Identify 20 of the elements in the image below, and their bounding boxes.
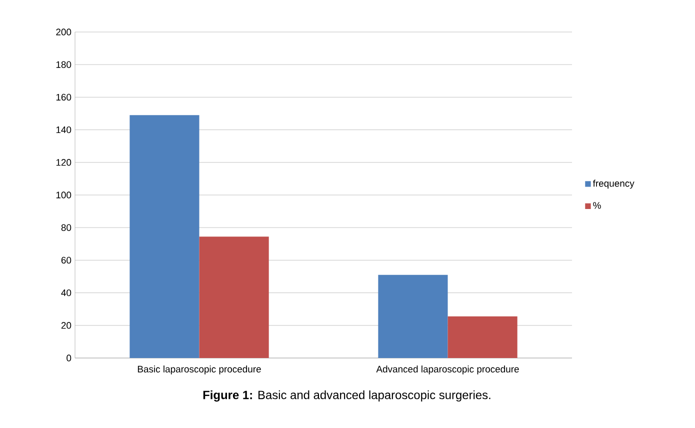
y-tick-label: 200 bbox=[56, 28, 72, 36]
legend-label: % bbox=[593, 202, 601, 209]
y-tick-label: 120 bbox=[56, 159, 72, 166]
x-tick-label: Basic laparoscopic procedure bbox=[138, 366, 261, 374]
y-tick-label: 180 bbox=[56, 61, 72, 68]
y-tick-label: 40 bbox=[61, 289, 72, 296]
y-tick-label: 20 bbox=[61, 322, 72, 329]
bar bbox=[378, 274, 448, 358]
x-tick-label: Advanced laparoscopic procedure bbox=[376, 366, 519, 374]
y-tick-label: 80 bbox=[61, 224, 72, 231]
y-tick-label: 0 bbox=[66, 354, 72, 362]
y-tick-label: 60 bbox=[61, 256, 72, 264]
y-tick-label: 160 bbox=[56, 94, 72, 101]
legend-label: frequency bbox=[592, 180, 634, 189]
y-tick-label: 140 bbox=[56, 126, 72, 134]
y-tick-label: 100 bbox=[56, 192, 72, 198]
bar bbox=[199, 236, 269, 358]
text: Figure 1: Basic and advanced laparoscopic surgeries. bbox=[203, 390, 490, 402]
bar bbox=[130, 115, 200, 358]
bar bbox=[448, 316, 518, 358]
